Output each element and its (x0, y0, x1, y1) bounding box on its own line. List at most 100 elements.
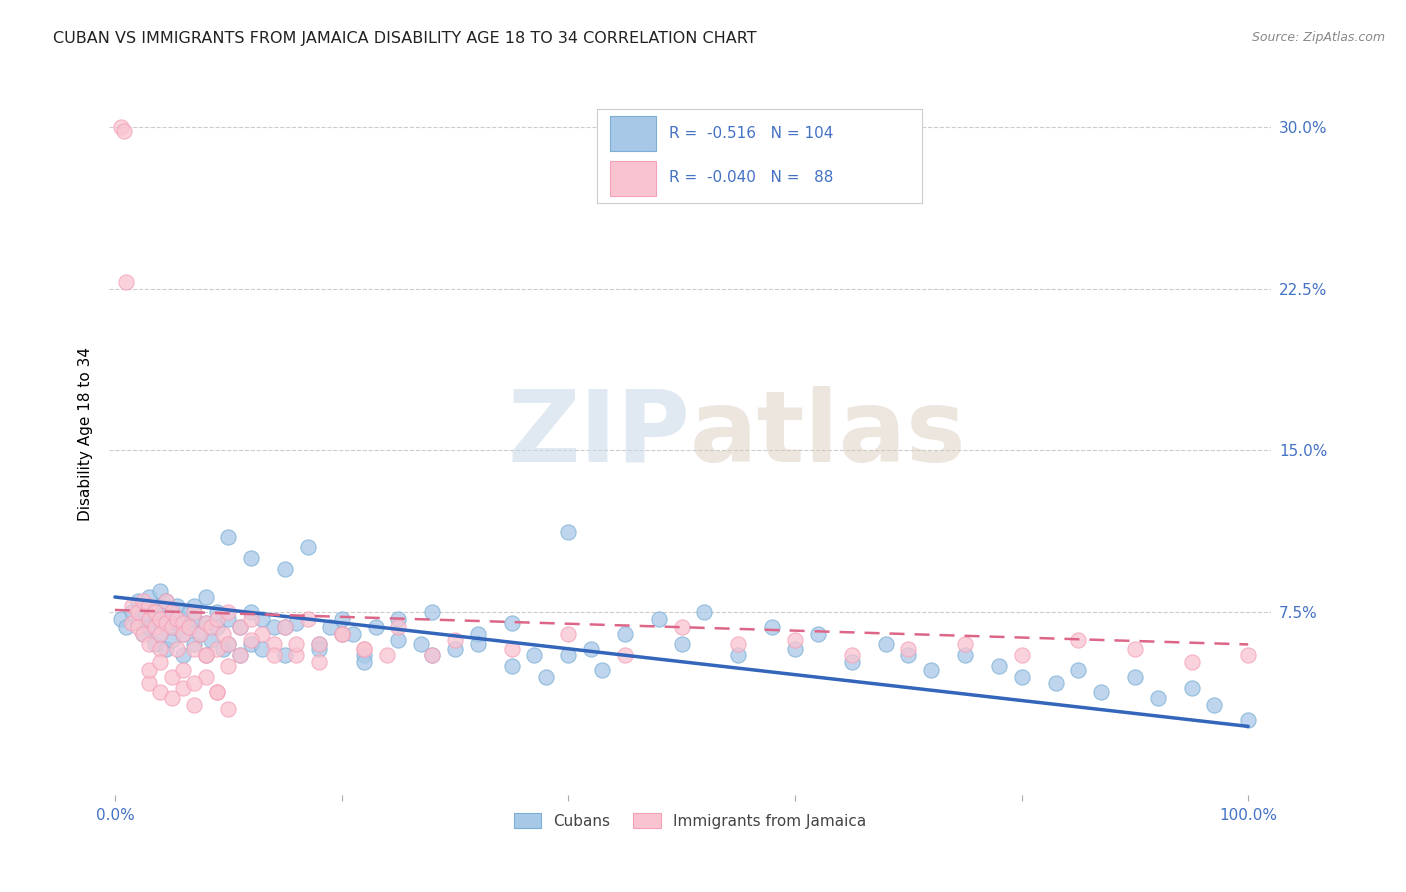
Point (200, 620, 222, 634)
Point (115, 620, 138, 634)
Point (1237, 713, 1260, 727)
Point (228, 648, 250, 663)
Point (217, 637, 239, 651)
Point (149, 615, 172, 630)
Point (112, 124, 135, 138)
Point (143, 605, 166, 619)
Point (1146, 691, 1168, 706)
Point (727, 637, 749, 651)
Point (183, 676, 205, 690)
Point (263, 648, 285, 663)
Point (155, 615, 177, 630)
Point (613, 626, 636, 640)
Point (308, 655, 330, 669)
Point (274, 620, 297, 634)
Point (285, 615, 308, 630)
Point (160, 620, 183, 634)
Point (897, 641, 920, 656)
Point (783, 641, 806, 656)
Point (987, 659, 1010, 673)
Point (143, 620, 166, 634)
Point (953, 648, 976, 663)
Point (1067, 663, 1090, 677)
Point (285, 648, 308, 663)
Point (183, 698, 205, 712)
Point (239, 611, 262, 625)
Point (353, 648, 375, 663)
Point (727, 648, 749, 663)
Point (420, 605, 443, 619)
Point (761, 620, 783, 634)
Point (353, 655, 375, 669)
Point (110, 611, 132, 625)
Point (557, 525, 579, 540)
Point (920, 663, 942, 677)
Point (1045, 676, 1067, 690)
Point (166, 615, 188, 630)
Point (613, 648, 636, 663)
Point (205, 611, 228, 625)
Point (841, 655, 863, 669)
Point (239, 605, 262, 619)
Point (127, 605, 149, 619)
Point (330, 611, 353, 625)
Point (330, 626, 353, 640)
Point (420, 648, 443, 663)
Text: CUBAN VS IMMIGRANTS FROM JAMAICA DISABILITY AGE 18 TO 34 CORRELATION CHART: CUBAN VS IMMIGRANTS FROM JAMAICA DISABIL… (53, 31, 756, 46)
Point (138, 676, 160, 690)
Point (166, 599, 188, 613)
Point (671, 637, 693, 651)
Point (149, 599, 172, 613)
Point (155, 594, 177, 608)
Point (387, 633, 409, 648)
Point (274, 648, 297, 663)
Point (188, 626, 211, 640)
Point (160, 605, 183, 619)
Point (132, 599, 155, 613)
Point (387, 611, 409, 625)
Point (177, 620, 200, 634)
Point (330, 626, 353, 640)
Point (1067, 633, 1090, 648)
Text: atlas: atlas (690, 385, 967, 483)
Point (172, 626, 194, 640)
Point (183, 605, 205, 619)
Point (194, 615, 217, 630)
Point (149, 641, 172, 656)
Point (194, 590, 217, 604)
Point (1123, 670, 1146, 684)
Point (166, 641, 188, 656)
Point (1011, 670, 1033, 684)
Point (308, 637, 330, 651)
Point (155, 594, 177, 608)
Point (591, 663, 613, 677)
Point (205, 641, 228, 656)
Point (160, 691, 183, 706)
Point (239, 633, 262, 648)
Point (138, 663, 160, 677)
Point (183, 641, 205, 656)
Point (194, 648, 217, 663)
Point (127, 615, 149, 630)
Point (177, 620, 200, 634)
Point (501, 641, 523, 656)
Point (183, 637, 205, 651)
Point (121, 605, 143, 619)
Point (693, 605, 716, 619)
Point (841, 648, 863, 663)
Point (127, 620, 149, 634)
Point (467, 626, 489, 640)
Point (160, 670, 183, 684)
Point (263, 620, 285, 634)
Point (149, 655, 172, 669)
Point (143, 637, 166, 651)
Point (194, 670, 217, 684)
Point (252, 611, 274, 625)
Legend: Cubans, Immigrants from Jamaica: Cubans, Immigrants from Jamaica (508, 807, 873, 835)
Point (138, 611, 160, 625)
Point (194, 648, 217, 663)
Point (183, 599, 205, 613)
Point (297, 611, 319, 625)
Point (211, 641, 233, 656)
Point (671, 620, 693, 634)
